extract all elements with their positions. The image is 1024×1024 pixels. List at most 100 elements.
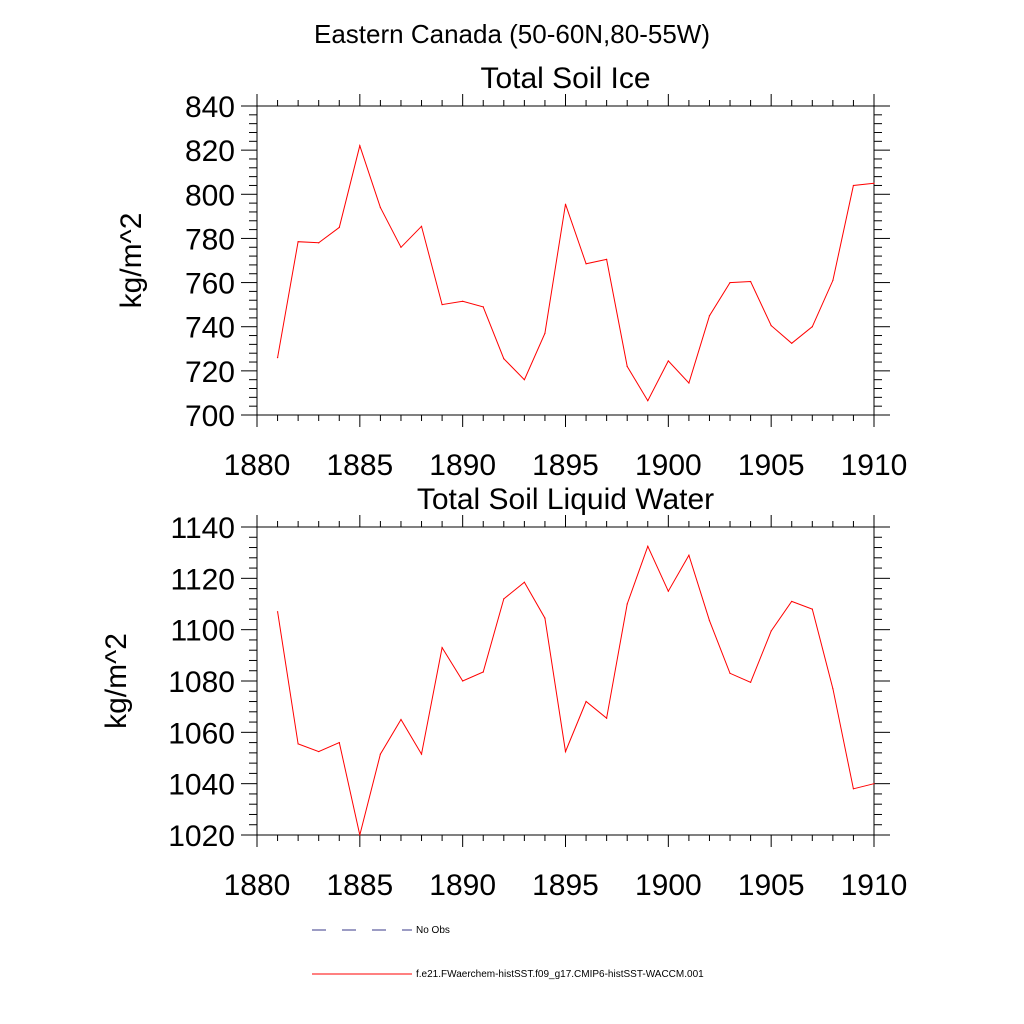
x-tick-label: 1900 [635, 869, 702, 902]
x-tick-label: 1885 [326, 869, 393, 902]
data-point [400, 718, 402, 721]
plot-frame [256, 105, 875, 416]
series-line [277, 544, 875, 836]
data-point [667, 590, 669, 592]
y-tick-label: 1100 [170, 615, 235, 648]
x-tick-label: 1885 [326, 449, 393, 482]
data-point [770, 325, 772, 327]
figure-title: Eastern Canada (50-60N,80-55W) [314, 19, 710, 49]
data-point [811, 326, 813, 328]
data-point [873, 182, 875, 184]
data-point [791, 342, 793, 344]
data-point [708, 315, 711, 317]
x-tick-label: 1890 [429, 869, 496, 902]
x-tick-label: 1905 [738, 449, 805, 482]
data-point [688, 382, 690, 384]
data-point [729, 281, 731, 284]
y-tick-label: 1060 [168, 717, 235, 750]
data-point [420, 753, 423, 755]
data-point [297, 241, 299, 243]
data-point [482, 671, 484, 673]
data-point [564, 203, 567, 205]
data-point [708, 620, 711, 622]
data-point [523, 581, 525, 583]
data-point [544, 617, 546, 619]
data-point [585, 700, 587, 703]
x-tick-label: 1910 [841, 869, 908, 902]
y-tick-label: 840 [185, 91, 235, 124]
data-point [873, 783, 875, 785]
data-point [626, 365, 628, 368]
data-point [359, 834, 361, 836]
data-point [832, 688, 834, 690]
data-point [318, 750, 320, 753]
data-point [441, 647, 443, 649]
legend: No Obs f.e21.FWaerchem-histSST.f09_g17.C… [312, 925, 704, 980]
data-point [400, 246, 402, 248]
panel-total-soil-liquid-water: Total Soil Liquid Water 1880 1885 1890 1895 1… [100, 483, 907, 902]
data-point [276, 357, 279, 359]
y-axis-label: kg/m^2 [115, 213, 148, 309]
data-point [359, 145, 361, 147]
data-point [544, 332, 546, 334]
y-tick-label: 720 [185, 356, 235, 389]
legend-label-model-run: f.e21.FWaerchem-histSST.f09_g17.CMIP6-hi… [416, 969, 704, 980]
data-point [276, 611, 279, 613]
data-point [647, 400, 649, 402]
y-tick-label: 760 [185, 268, 235, 301]
y-tick-label: 740 [185, 312, 235, 345]
y-tick-label: 700 [185, 400, 235, 433]
data-point [338, 742, 340, 744]
data-point [667, 360, 669, 362]
x-tick-label: 1890 [429, 449, 496, 482]
data-point [585, 263, 587, 265]
x-tick-label: 1880 [224, 869, 291, 902]
data-point [462, 300, 464, 302]
x-tick-label: 1910 [841, 449, 908, 482]
y-tick-label: 1140 [170, 512, 235, 545]
x-tick-label: 1895 [532, 449, 599, 482]
data-point [297, 743, 299, 745]
data-point [523, 379, 525, 381]
y-tick-label: 1120 [170, 563, 235, 596]
x-tick-label: 1905 [738, 869, 805, 902]
data-point [791, 600, 793, 603]
panel-total-soil-ice: Total Soil Ice 1880 1885 1890 1895 1900 1905 19… [115, 62, 907, 482]
y-tick-label: 800 [185, 179, 235, 212]
data-point [379, 206, 381, 209]
data-point [750, 280, 752, 283]
data-point [503, 358, 505, 360]
data-point [832, 279, 834, 281]
data-point [379, 753, 381, 755]
y-tick-label: 820 [185, 135, 235, 168]
data-point [420, 225, 423, 227]
panel-title: Total Soil Liquid Water [417, 483, 714, 516]
data-point [564, 750, 567, 753]
data-point [441, 304, 443, 306]
data-point [647, 545, 649, 547]
data-point [626, 603, 628, 605]
data-point [338, 226, 340, 228]
data-point [688, 554, 690, 556]
y-tick-label: 1020 [168, 820, 235, 853]
data-point [852, 184, 855, 187]
series-line [277, 143, 875, 402]
y-axis-label: kg/m^2 [100, 633, 133, 729]
y-tick-label: 780 [185, 223, 235, 256]
data-point [770, 630, 772, 632]
x-tick-label: 1880 [224, 449, 291, 482]
y-tick-label: 1080 [168, 666, 235, 699]
y-tick-label: 1040 [168, 769, 235, 802]
x-tick-label: 1900 [635, 449, 702, 482]
x-tick-label: 1895 [532, 869, 599, 902]
data-point [462, 680, 464, 682]
data-point [852, 788, 855, 790]
data-point [606, 258, 608, 260]
legend-label-no-obs: No Obs [416, 925, 450, 936]
panel-title: Total Soil Ice [480, 62, 650, 95]
data-point [729, 672, 731, 674]
data-point [482, 306, 484, 308]
data-point [318, 242, 320, 244]
data-point [750, 681, 752, 683]
